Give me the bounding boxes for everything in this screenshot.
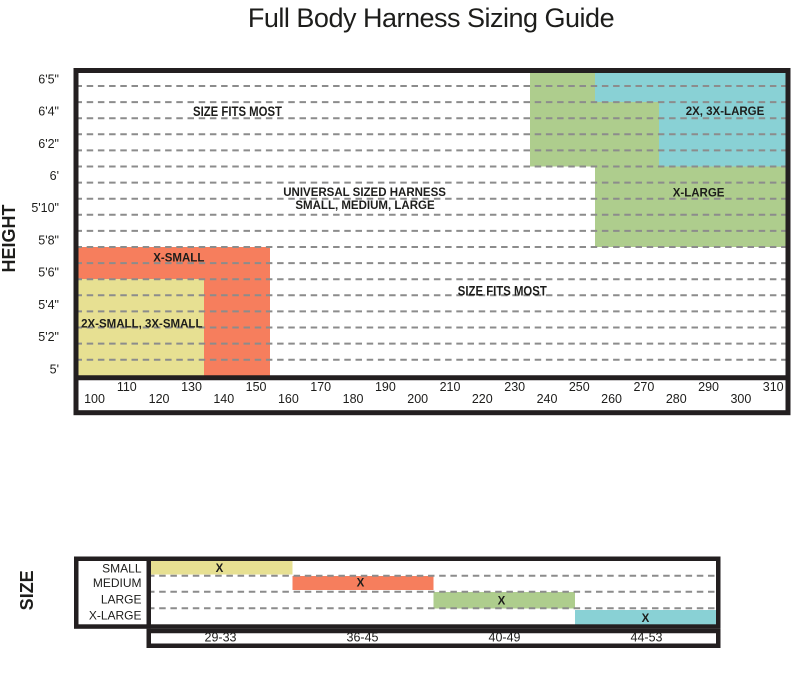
svg-text:MEDIUM: MEDIUM	[93, 576, 142, 590]
svg-text:280: 280	[666, 392, 687, 406]
svg-text:29-33: 29-33	[205, 630, 237, 644]
svg-text:140: 140	[213, 392, 234, 406]
svg-text:130: 130	[181, 380, 202, 394]
svg-text:170: 170	[310, 380, 331, 394]
svg-text:310: 310	[763, 380, 784, 394]
svg-text:110: 110	[117, 380, 137, 394]
svg-text:Full Body Harness Sizing Guide: Full Body Harness Sizing Guide	[248, 3, 614, 33]
svg-text:240: 240	[537, 392, 558, 406]
svg-text:6'5": 6'5"	[38, 73, 59, 87]
svg-text:200: 200	[407, 392, 428, 406]
svg-text:6': 6'	[50, 169, 59, 183]
svg-text:5': 5'	[50, 362, 59, 376]
svg-text:230: 230	[504, 380, 525, 394]
svg-text:6'2": 6'2"	[38, 137, 59, 151]
svg-text:X: X	[216, 563, 224, 575]
svg-text:SMALL: SMALL	[102, 562, 142, 576]
svg-text:5'10": 5'10"	[31, 201, 59, 215]
svg-text:SIZE: SIZE	[17, 570, 37, 610]
svg-text:150: 150	[246, 380, 267, 394]
svg-text:2X, 3X-LARGE: 2X, 3X-LARGE	[686, 106, 765, 118]
svg-text:120: 120	[149, 392, 170, 406]
svg-text:100: 100	[84, 392, 105, 406]
svg-text:X-LARGE: X-LARGE	[89, 608, 142, 622]
svg-text:270: 270	[633, 380, 654, 394]
svg-text:160: 160	[278, 392, 299, 406]
svg-text:300: 300	[730, 392, 751, 406]
svg-text:5'2": 5'2"	[38, 330, 59, 344]
svg-text:UNIVERSAL SIZED HARNESS: UNIVERSAL SIZED HARNESS	[283, 187, 446, 199]
svg-text:X: X	[357, 578, 365, 590]
svg-text:5'8": 5'8"	[38, 234, 59, 248]
svg-text:5'6": 5'6"	[38, 266, 59, 280]
svg-text:36-45: 36-45	[347, 630, 379, 644]
svg-text:X-LARGE: X-LARGE	[673, 187, 725, 199]
svg-text:SMALL, MEDIUM, LARGE: SMALL, MEDIUM, LARGE	[295, 200, 435, 212]
svg-text:210: 210	[440, 380, 461, 394]
svg-text:190: 190	[375, 380, 396, 394]
svg-text:260: 260	[601, 392, 622, 406]
svg-text:5'4": 5'4"	[38, 298, 59, 312]
svg-text:X-SMALL: X-SMALL	[153, 252, 204, 264]
svg-text:6'4": 6'4"	[38, 105, 59, 119]
svg-text:290: 290	[698, 380, 719, 394]
svg-text:X: X	[642, 613, 650, 625]
svg-text:180: 180	[343, 392, 364, 406]
svg-text:X: X	[498, 596, 506, 608]
svg-text:250: 250	[569, 380, 590, 394]
svg-text:SIZE FITS MOST: SIZE FITS MOST	[193, 104, 283, 119]
svg-text:HEIGHT: HEIGHT	[0, 204, 19, 272]
svg-text:40-49: 40-49	[489, 630, 521, 644]
svg-text:LARGE: LARGE	[101, 592, 142, 606]
svg-text:SIZE FITS MOST: SIZE FITS MOST	[458, 283, 548, 298]
svg-text:220: 220	[472, 392, 493, 406]
svg-text:2X-SMALL, 3X-SMALL: 2X-SMALL, 3X-SMALL	[81, 318, 202, 330]
svg-text:44-53: 44-53	[631, 630, 663, 644]
